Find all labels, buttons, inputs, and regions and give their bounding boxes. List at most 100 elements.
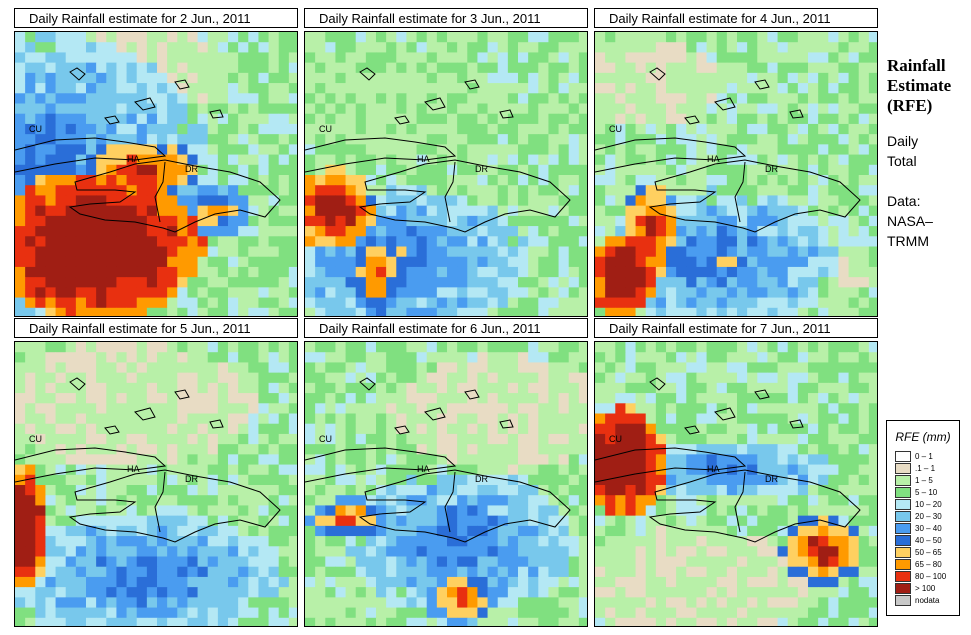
- rainfall-cell: [376, 597, 387, 608]
- rainfall-cell: [106, 297, 117, 309]
- rainfall-cell: [777, 113, 789, 125]
- rainfall-cell: [238, 536, 249, 547]
- rainfall-cell: [217, 144, 229, 155]
- rainfall-cell: [406, 83, 417, 94]
- rainfall-cell: [65, 62, 77, 74]
- rainfall-cell: [365, 277, 377, 288]
- rainfall-cell: [335, 297, 346, 309]
- rainfall-cell: [86, 72, 97, 84]
- rainfall-cell: [487, 597, 499, 608]
- rainfall-cell: [136, 93, 148, 104]
- rainfall-cell: [686, 164, 697, 176]
- rainfall-cell: [268, 297, 280, 309]
- rainfall-cell: [258, 433, 269, 445]
- rainfall-cell: [848, 566, 860, 578]
- rainfall-cell: [45, 607, 56, 619]
- rainfall-cell: [568, 205, 580, 217]
- rainfall-cell: [808, 287, 819, 298]
- rainfall-cell: [848, 287, 860, 298]
- rainfall-cell: [686, 556, 697, 568]
- rainfall-cell: [35, 576, 46, 588]
- rainfall-cell: [868, 103, 877, 115]
- rainfall-cell: [595, 382, 606, 394]
- rainfall-cell: [55, 372, 67, 384]
- rainfall-cell: [278, 164, 290, 176]
- country-label: DR: [185, 164, 198, 174]
- rainfall-cell: [96, 495, 107, 506]
- rainfall-cell: [187, 123, 198, 135]
- rainfall-cell: [136, 246, 148, 258]
- rainfall-cell: [737, 185, 748, 196]
- rainfall-cell: [726, 134, 738, 145]
- rainfall-cell: [315, 536, 326, 547]
- rainfall-cell: [777, 352, 789, 363]
- rainfall-cell: [396, 195, 407, 207]
- rainfall-cell: [578, 113, 587, 125]
- rainfall-cell: [325, 566, 336, 578]
- rainfall-cell: [15, 587, 26, 598]
- rainfall-cell: [248, 123, 259, 135]
- rainfall-cell: [116, 433, 127, 445]
- rainfall-cell: [797, 536, 809, 547]
- rainfall-cell: [558, 403, 570, 414]
- rainfall-cell: [365, 607, 377, 619]
- rainfall-cell: [568, 236, 580, 247]
- rainfall-cell: [558, 226, 570, 237]
- rainfall-cell: [426, 123, 438, 135]
- rainfall-cell: [548, 464, 559, 476]
- rainfall-cell: [305, 362, 316, 374]
- rainfall-cell: [848, 134, 860, 145]
- rainfall-cell: [25, 515, 36, 527]
- legend-item: 50 – 65: [895, 546, 959, 558]
- rainfall-cell: [615, 597, 626, 608]
- rainfall-cell: [45, 266, 56, 278]
- rainfall-cell: [787, 525, 799, 537]
- rainfall-cell: [487, 393, 499, 404]
- rainfall-cell: [558, 495, 570, 506]
- rainfall-cell: [416, 144, 428, 155]
- rainfall-cell: [457, 154, 468, 166]
- rainfall-cell: [828, 474, 839, 486]
- rainfall-cell: [757, 266, 768, 278]
- rainfall-cell: [305, 474, 316, 486]
- coastline: [648, 159, 861, 233]
- rainfall-cell: [258, 32, 269, 43]
- rainfall-cell: [436, 144, 448, 155]
- rainfall-cell: [238, 246, 249, 258]
- rainfall-cell: [167, 342, 178, 353]
- rainfall-cell: [507, 454, 519, 465]
- rainfall-cell: [848, 495, 860, 506]
- rainfall-cell: [477, 266, 488, 278]
- rainfall-cell: [376, 277, 387, 288]
- rainfall-cell: [126, 597, 138, 608]
- rainfall-cell: [477, 256, 488, 268]
- rainfall-cell: [116, 297, 127, 309]
- rainfall-cell: [187, 576, 198, 588]
- rainfall-cell: [126, 103, 138, 115]
- rainfall-cell: [797, 205, 809, 217]
- rainfall-cell: [605, 413, 616, 425]
- rainfall-cell: [818, 246, 829, 258]
- rainfall-cell: [548, 246, 559, 258]
- rainfall-cell: [146, 103, 158, 115]
- rainfall-cell: [487, 32, 499, 43]
- rainfall-cell: [578, 454, 587, 465]
- rainfall-cell: [96, 175, 107, 186]
- rainfall-cell: [757, 205, 768, 217]
- rainfall-cell: [228, 525, 239, 537]
- rainfall-cell: [217, 444, 229, 455]
- rainfall-cell: [238, 52, 249, 64]
- rainfall-cell: [55, 485, 67, 496]
- rainfall-cell: [376, 525, 387, 537]
- rainfall-cell: [228, 444, 239, 455]
- rainfall-cell: [726, 362, 738, 374]
- rainfall-cell: [386, 266, 397, 278]
- rainfall-cell: [238, 236, 249, 247]
- rainfall-cell: [605, 113, 616, 125]
- rainfall-cell: [447, 444, 458, 455]
- rainfall-cell: [406, 444, 417, 455]
- rainfall-cell: [838, 566, 849, 578]
- rainfall-cell: [747, 444, 758, 455]
- rainfall-cell: [126, 236, 138, 247]
- rainfall-cell: [75, 287, 87, 298]
